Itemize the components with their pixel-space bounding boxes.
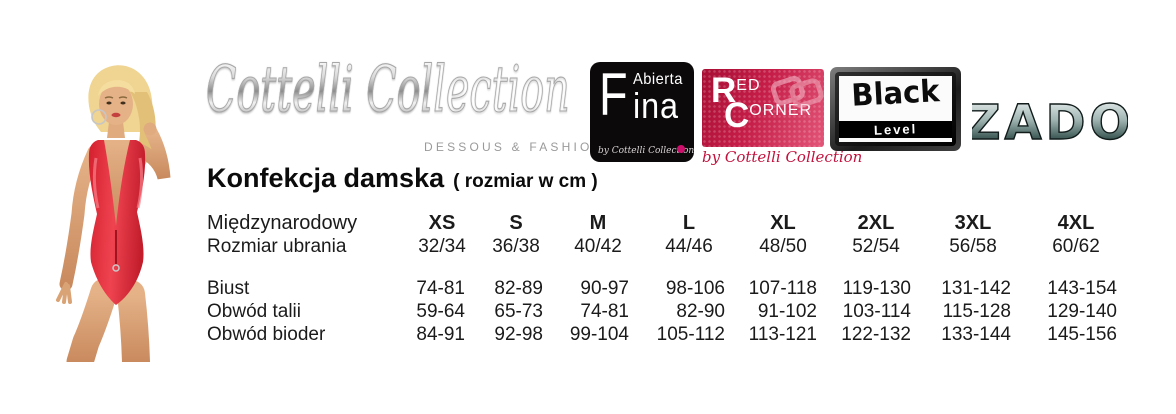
size-header: XS [428,212,456,234]
table-row-international: Międzynarodowy XS S M L XL 2XL 3XL 4XL [207,212,1129,235]
cottelli-tagline: DESSOUS & FASHION [424,140,605,154]
table-row-obwod-bioder: Obwód bioder 84-91 92-98 99-104 105-112 … [207,323,1129,346]
level-word: Level [873,121,918,138]
table-cell: 99-104 [569,324,629,345]
size-header: 2XL [857,212,895,234]
table-cell: 115-128 [942,301,1011,322]
table-cell: 91-102 [757,301,817,322]
red-initial: R [711,71,737,110]
fina-word: ina [632,85,679,126]
table-cell: 98-106 [665,278,725,299]
size-header: L [682,212,696,234]
table-cell: 48/50 [759,236,807,257]
table-cell: 82-89 [494,278,543,299]
corner-initial: C [724,95,750,135]
abierta-fina-initial: F [599,61,628,128]
table-cell: 113-121 [748,324,817,345]
table-cell: 59-64 [416,301,465,322]
pink-dot-icon [677,145,685,153]
row-label: Biust [207,278,250,299]
table-cell: 133-144 [941,324,1011,345]
section-heading: Konfekcja damska ( rozmiar w cm ) [207,163,598,194]
size-header: S [509,212,523,234]
abierta-word: Abierta [632,71,683,88]
zado-logo: ZADO [972,94,1128,151]
red-corner-logo: R ED C ORNER by Cottelli Collection [702,69,863,166]
red-rest: ED [736,77,761,94]
model-photo [56,65,171,362]
table-cell: 52/54 [852,236,900,257]
table-cell: 107-118 [748,278,817,299]
size-table: Międzynarodowy XS S M L XL 2XL 3XL 4XL R… [207,212,1129,346]
table-spacer [207,258,1129,277]
black-level-logo: Black Level [830,67,961,151]
red-corner-byline: by Cottelli Collection [702,148,863,166]
table-cell: 60/62 [1052,236,1100,257]
table-cell: 143-154 [1047,278,1117,299]
table-cell: 145-156 [1047,324,1117,345]
table-cell: 103-114 [842,301,911,322]
table-cell: 44/46 [665,236,713,257]
model-red-bodysuit [88,140,146,305]
row-label: Obwód bioder [207,324,326,345]
red-corner-box: R ED C ORNER [702,69,824,147]
size-header: 4XL [1057,212,1095,234]
table-cell: 36/38 [492,236,540,257]
hoop-earring [91,109,107,125]
table-row-obwod-talii: Obwód talii 59-64 65-73 74-81 82-90 91-1… [207,300,1129,323]
table-cell: 56/58 [949,236,997,257]
table-cell: 74-81 [416,278,465,299]
table-cell: 82-90 [676,301,725,322]
abierta-fina-byline: by Cottelli Collection [598,146,695,156]
cottelli-collection-logo: Cottelli Collection DESSOUS & FASHION [206,53,602,162]
table-cell: 90-97 [580,278,629,299]
model-face [91,79,135,138]
table-cell: 129-140 [1047,301,1117,322]
size-header: XL [770,212,796,234]
row-label: Rozmiar ubrania [207,236,347,257]
table-cell: 32/34 [418,236,466,257]
zado-wordmark: ZADO [972,95,1128,151]
cottelli-collection-wordmark: Cottelli Collection [206,53,570,127]
page-subtitle: ( rozmiar w cm ) [453,171,598,192]
table-cell: 65-73 [494,301,543,322]
row-label: Obwód talii [207,301,301,322]
model-left-arm [56,145,101,304]
model-legs [66,278,150,362]
abierta-fina-wordmark: F Abierta ina [590,61,694,128]
level-bar: Level [839,121,952,138]
table-cell: 122-132 [841,324,911,345]
table-row-rozmiar-ubrania: Rozmiar ubrania 32/34 36/38 40/42 44/46 … [207,235,1129,258]
size-header: M [589,212,607,234]
model-raised-arm [133,122,171,180]
table-cell: 92-98 [494,324,543,345]
table-cell: 74-81 [580,301,629,322]
row-label: Międzynarodowy [207,212,358,234]
table-row-biust: Biust 74-81 82-89 90-97 98-106 107-118 1… [207,277,1129,300]
table-cell: 105-112 [656,324,725,345]
black-word: Black [850,76,941,114]
size-header: 3XL [954,212,992,234]
table-cell: 84-91 [416,324,465,345]
page-title: Konfekcja damska [207,163,445,193]
table-cell: 131-142 [941,278,1011,299]
table-cell: 119-130 [842,278,911,299]
abierta-fina-logo: F Abierta ina by Cottelli Collection [590,62,694,162]
table-cell: 40/42 [574,236,622,257]
corner-rest: ORNER [749,101,813,119]
